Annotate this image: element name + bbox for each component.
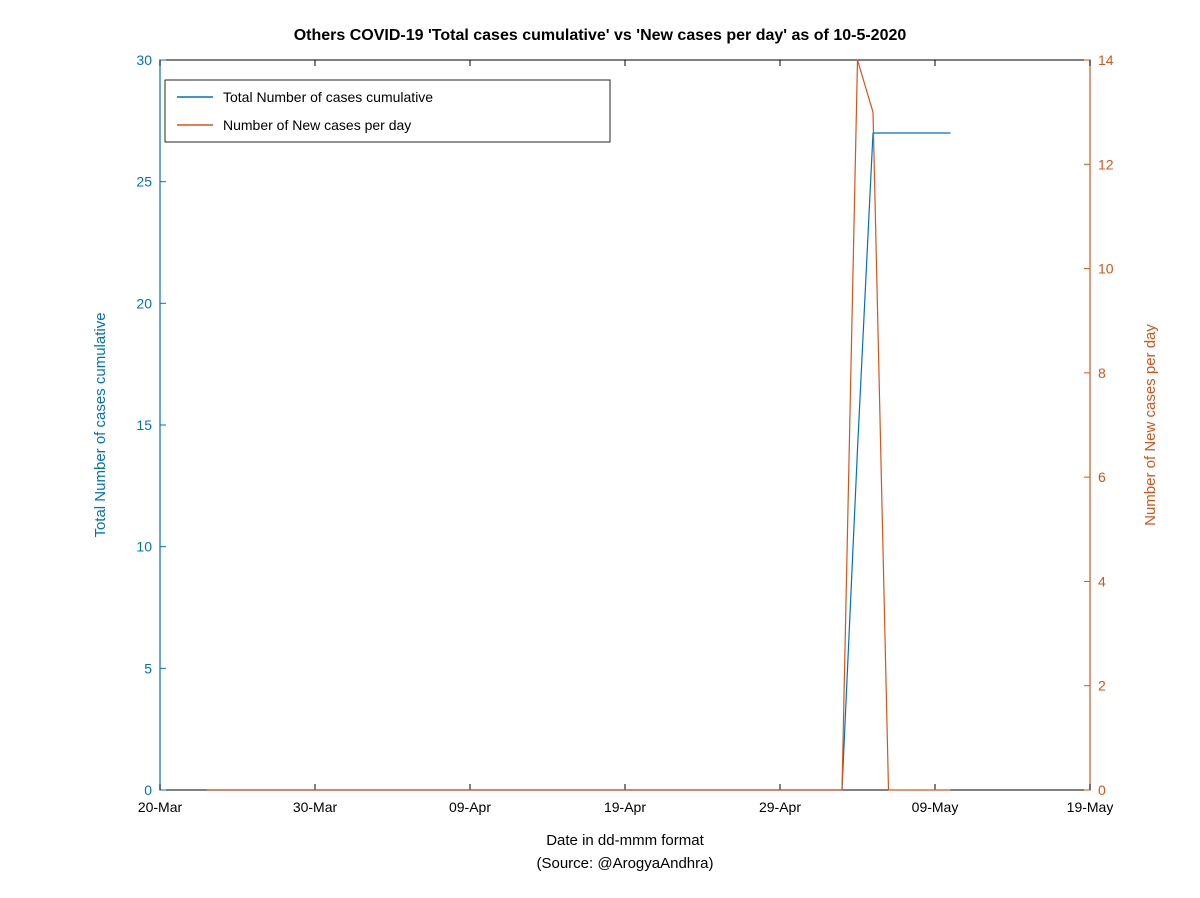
y-right-tick-label: 2 <box>1098 678 1106 694</box>
legend-label: Total Number of cases cumulative <box>223 89 433 105</box>
x-tick-label: 20-Mar <box>138 799 183 815</box>
y-right-tick-label: 14 <box>1098 52 1114 68</box>
y-left-tick-label: 10 <box>136 539 152 555</box>
y-left-tick-label: 5 <box>144 660 152 676</box>
y-right-tick-label: 6 <box>1098 469 1106 485</box>
y-left-tick-label: 20 <box>136 295 152 311</box>
y-right-axis-label: Number of New cases per day <box>1142 324 1159 526</box>
y-right-tick-label: 8 <box>1098 365 1106 381</box>
chart-title: Others COVID-19 'Total cases cumulative'… <box>294 27 907 44</box>
y-left-tick-label: 30 <box>136 52 152 68</box>
series-line <box>207 60 951 790</box>
x-axis-label-line1: Date in dd-mmm format <box>546 832 704 849</box>
series-line <box>207 133 951 790</box>
y-left-tick-label: 0 <box>144 782 152 798</box>
y-left-tick-label: 15 <box>136 417 152 433</box>
y-left-ticks: 0 5 10 15 20 25 30 <box>136 52 166 798</box>
y-left-tick-label: 25 <box>136 174 152 190</box>
y-right-tick-label: 12 <box>1098 156 1114 172</box>
x-axis-label-line2: (Source: @ArogyaAndhra) <box>537 855 714 872</box>
y-right-tick-label: 0 <box>1098 782 1106 798</box>
legend-label: Number of New cases per day <box>223 117 411 133</box>
y-right-tick-label: 4 <box>1098 573 1106 589</box>
x-tick-label: 09-Apr <box>449 799 491 815</box>
x-tick-label: 30-Mar <box>293 799 338 815</box>
y-right-tick-label: 10 <box>1098 261 1114 277</box>
x-ticks: 20-Mar 30-Mar 09-Apr 19-Apr 29-Apr 09-May 19-M… <box>138 60 1114 815</box>
y-left-axis-label: Total Number of cases cumulative <box>92 312 109 537</box>
covid-chart: Others COVID-19 'Total cases cumulative'… <box>0 0 1200 898</box>
x-tick-label: 29-Apr <box>759 799 801 815</box>
legend: Total Number of cases cumulative Number o… <box>165 80 610 142</box>
series-group <box>207 60 951 790</box>
x-tick-label: 19-May <box>1067 799 1114 815</box>
x-tick-label: 19-Apr <box>604 799 646 815</box>
plot-area-border <box>160 60 1090 790</box>
y-right-ticks: 0 2 4 6 8 10 12 14 <box>1084 52 1114 798</box>
x-tick-label: 09-May <box>912 799 959 815</box>
